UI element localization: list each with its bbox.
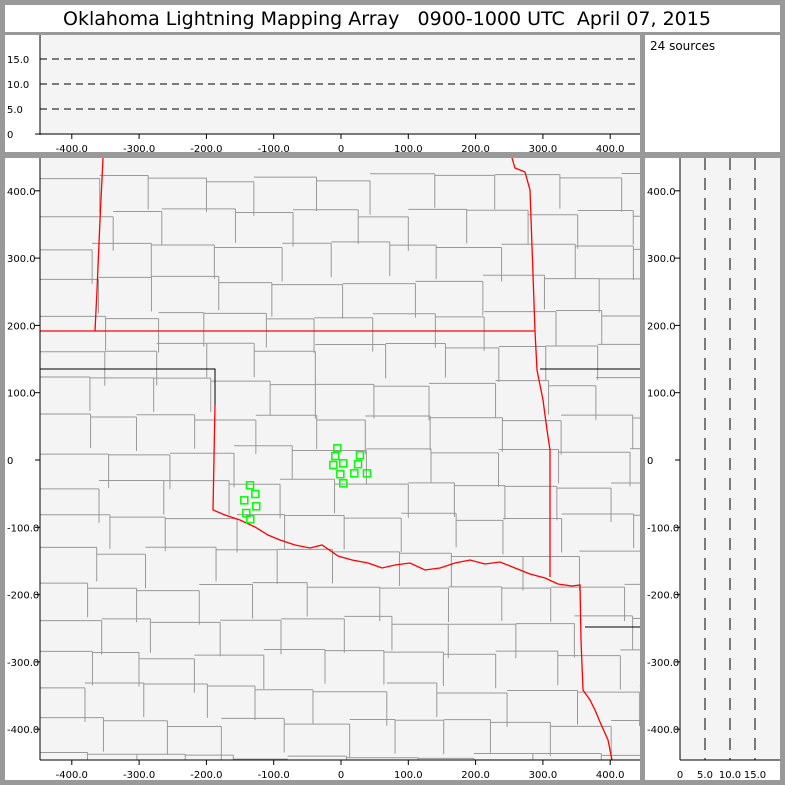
x-tick-label: 5.0	[697, 770, 713, 781]
x-tick-label: 0	[338, 144, 344, 155]
x-tick-label: 0	[338, 770, 344, 781]
source-point	[245, 481, 255, 490]
y-tick-label: 0	[647, 456, 653, 467]
y-tick-label: -300.0	[7, 658, 39, 669]
y-tick-label: 5.0	[7, 105, 23, 116]
y-tick-label: -300.0	[647, 658, 679, 669]
source-point	[329, 460, 338, 470]
x-tick-label: 15.0	[744, 770, 766, 781]
y-tick-label: 0	[7, 456, 13, 467]
x-tick-label: -400.0	[56, 144, 88, 155]
y-tick-label: -100.0	[647, 523, 679, 534]
source-point	[246, 515, 255, 524]
x-tick-label: 400.0	[596, 144, 625, 155]
y-tick-label: 15.0	[7, 55, 29, 66]
y-tick-label: 100.0	[647, 389, 676, 400]
red-state-border	[94, 157, 104, 332]
ns-altitude-axes: 400.0 300.0 200.0 100.0 0 -100.0 -200.0 -300.0 -…	[647, 158, 780, 781]
y-tick-label: 200.0	[7, 321, 36, 332]
county-lines	[40, 173, 641, 760]
y-tick-label: 300.0	[7, 254, 36, 265]
x-tick-label: -200.0	[190, 144, 222, 155]
x-tick-label: 0	[677, 770, 683, 781]
source-point	[331, 451, 340, 461]
x-tick-label: 400.0	[596, 770, 625, 781]
y-tick-label: 0	[7, 130, 13, 141]
y-tick-label: -200.0	[647, 591, 679, 602]
x-tick-label: -300.0	[123, 144, 155, 155]
x-tick-label: 300.0	[529, 144, 558, 155]
red-state-border	[511, 157, 551, 577]
source-point	[339, 479, 348, 488]
x-tick-label: -100.0	[258, 770, 290, 781]
altitude-plot-area	[40, 35, 640, 135]
source-point	[240, 496, 249, 505]
source-point	[336, 470, 345, 479]
black-state-border	[40, 368, 216, 405]
source-point	[251, 489, 260, 499]
source-point	[350, 469, 359, 478]
x-tick-label: -200.0	[190, 770, 222, 781]
source-point	[355, 451, 365, 460]
info-panel	[645, 35, 780, 152]
y-tick-label: 200.0	[647, 321, 676, 332]
y-tick-label: -400.0	[7, 725, 39, 736]
y-tick-label: 10.0	[7, 80, 29, 91]
x-tick-label: 10.0	[719, 770, 741, 781]
x-tick-label: 200.0	[461, 144, 490, 155]
y-tick-label: 100.0	[7, 389, 36, 400]
source-point	[362, 469, 372, 478]
source-point	[339, 459, 348, 468]
x-tick-label: -100.0	[258, 144, 290, 155]
x-tick-label: 100.0	[394, 770, 423, 781]
altitude-axes: 0 5.0 10.0 15.0 -400.0 -300.0 -200.0 -100.0 0 100…	[7, 35, 640, 155]
sources-count: 24 sources	[650, 39, 715, 53]
x-tick-label: 200.0	[461, 770, 490, 781]
map-plot-area	[40, 158, 640, 760]
y-tick-label: 400.0	[647, 187, 676, 198]
red-state-border	[212, 404, 613, 761]
x-tick-label: -400.0	[56, 770, 88, 781]
y-tick-label: -100.0	[7, 523, 39, 534]
map-axes: -400.0 -300.0 -200.0 -100.0 0 100.0 200.0 300.0…	[7, 158, 640, 781]
source-point	[353, 460, 363, 469]
source-points	[240, 444, 372, 524]
title-bar	[5, 5, 780, 32]
x-tick-label: 100.0	[394, 144, 423, 155]
x-tick-label: 300.0	[529, 770, 558, 781]
source-point	[252, 502, 261, 511]
state-borders	[40, 157, 640, 761]
y-tick-label: 300.0	[647, 254, 676, 265]
x-tick-label: -300.0	[123, 770, 155, 781]
chart-title: Oklahoma Lightning Mapping Array 0900-10…	[63, 8, 711, 30]
y-tick-label: 400.0	[7, 187, 36, 198]
y-tick-label: -200.0	[7, 591, 39, 602]
y-tick-label: -400.0	[647, 725, 679, 736]
